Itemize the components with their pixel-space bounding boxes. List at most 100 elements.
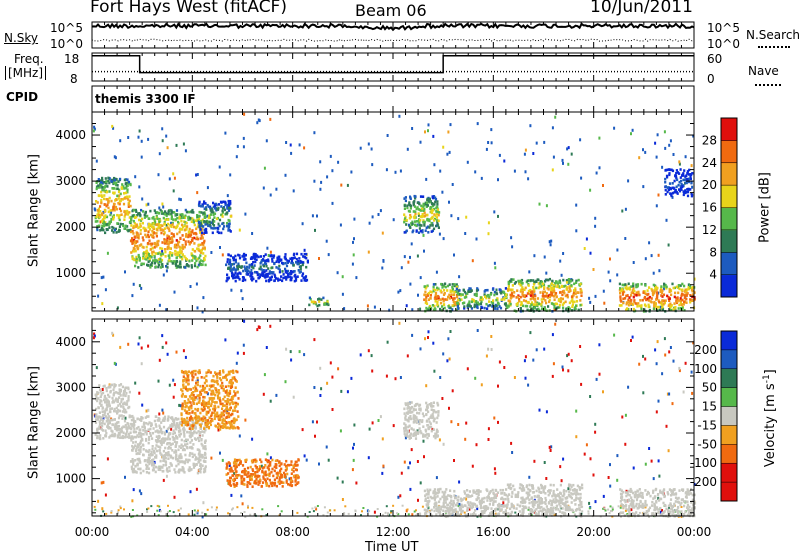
power-cell: [642, 299, 644, 302]
power-cell: [405, 223, 407, 226]
velocity-ground-pixel: [377, 508, 379, 510]
power-cell: [191, 217, 193, 220]
power-pixel: [559, 260, 561, 263]
power-cell: [305, 266, 307, 269]
power-pixel: [428, 123, 430, 126]
velocity-cell: [118, 417, 120, 420]
velocity-cell: [234, 394, 236, 397]
power-cell: [680, 176, 682, 179]
power-cell: [619, 304, 621, 307]
power-cell: [431, 230, 433, 233]
power-pixel: [658, 269, 660, 272]
power-pixel: [525, 170, 527, 173]
velocity-cell: [173, 451, 175, 454]
velocity-cell: [125, 433, 127, 436]
power-cell: [152, 216, 154, 219]
power-cell: [406, 230, 408, 233]
power-pixel: [409, 283, 411, 286]
power-cell: [566, 294, 568, 297]
power-cell: [273, 280, 275, 283]
power-cell: [619, 287, 621, 290]
power-cell: [98, 195, 100, 198]
power-cell: [198, 244, 200, 247]
power-cell: [309, 297, 311, 300]
power-pixel: [407, 261, 409, 264]
power-cell: [145, 256, 147, 259]
power-cell: [180, 220, 182, 223]
power-cell: [130, 231, 132, 234]
velocity-pixel: [347, 390, 349, 393]
velocity-pixel: [242, 502, 244, 505]
power-cell: [101, 212, 103, 215]
power-pixel: [638, 156, 640, 159]
velocity-cell: [108, 400, 110, 403]
power-pixel: [562, 162, 564, 165]
velocity-cell: [217, 426, 219, 429]
power-cell: [98, 178, 100, 181]
power-cell: [279, 271, 281, 274]
power-cell: [147, 264, 149, 267]
velocity-pixel: [378, 419, 380, 422]
power-cell: [533, 283, 535, 286]
power-cell: [449, 283, 451, 286]
velocity-pixel: [550, 449, 552, 452]
power-pixel: [443, 237, 445, 240]
power-cell: [443, 293, 445, 296]
velocity-pixel: [350, 377, 352, 380]
power-cell: [281, 280, 283, 283]
power-cell: [252, 278, 254, 281]
velocity-pixel: [166, 475, 168, 478]
velocity-ground-pixel: [216, 507, 218, 509]
velocity-pixel: [101, 481, 103, 484]
velocity-cell: [205, 375, 207, 378]
power-cell: [127, 198, 129, 201]
power-cell: [456, 302, 458, 305]
power-cell: [150, 234, 152, 237]
power-cell: [562, 307, 564, 310]
power-cell: [668, 174, 670, 177]
power-pixel: [158, 173, 160, 176]
velocity-cell: [164, 416, 166, 419]
power-cell: [173, 211, 175, 214]
power-cell: [127, 185, 129, 188]
velocity-pixel: [627, 386, 629, 389]
power-cell: [423, 224, 425, 227]
velocity-pixel: [419, 513, 421, 516]
power-pixel: [337, 271, 339, 274]
power-pixel: [452, 183, 454, 186]
power-cell: [687, 195, 689, 198]
power-cell: [541, 298, 543, 301]
power-cell: [664, 169, 666, 172]
power-cell: [117, 180, 119, 183]
power-cell: [228, 254, 230, 257]
power-pixel: [584, 247, 586, 250]
power-cell: [121, 187, 123, 190]
power-cell: [658, 301, 660, 304]
velocity-cell: [115, 384, 117, 387]
velocity-pixel: [222, 459, 224, 462]
velocity-pixel: [472, 465, 474, 468]
velocity-pixel: [162, 346, 164, 349]
power-cell: [645, 299, 647, 302]
power-cell: [438, 214, 440, 217]
power-cell: [279, 258, 281, 261]
power-cell: [540, 303, 542, 306]
power-pixel: [378, 213, 380, 216]
power-cell: [285, 278, 287, 281]
velocity-pixel: [525, 355, 527, 358]
velocity-cell: [171, 423, 173, 426]
power-cell: [420, 205, 422, 208]
power-pixel: [411, 127, 413, 130]
velocity-pixel: [544, 461, 546, 464]
power-cell: [463, 289, 465, 292]
power-pixel: [165, 135, 167, 138]
power-cell: [97, 184, 99, 187]
power-cell: [579, 291, 581, 294]
power-cell: [179, 263, 181, 266]
velocity-cell: [107, 422, 109, 425]
velocity-pixel: [593, 474, 595, 477]
velocity-pixel: [251, 438, 253, 441]
power-cell: [113, 182, 115, 185]
power-pixel: [490, 128, 492, 131]
power-cell: [289, 258, 291, 261]
